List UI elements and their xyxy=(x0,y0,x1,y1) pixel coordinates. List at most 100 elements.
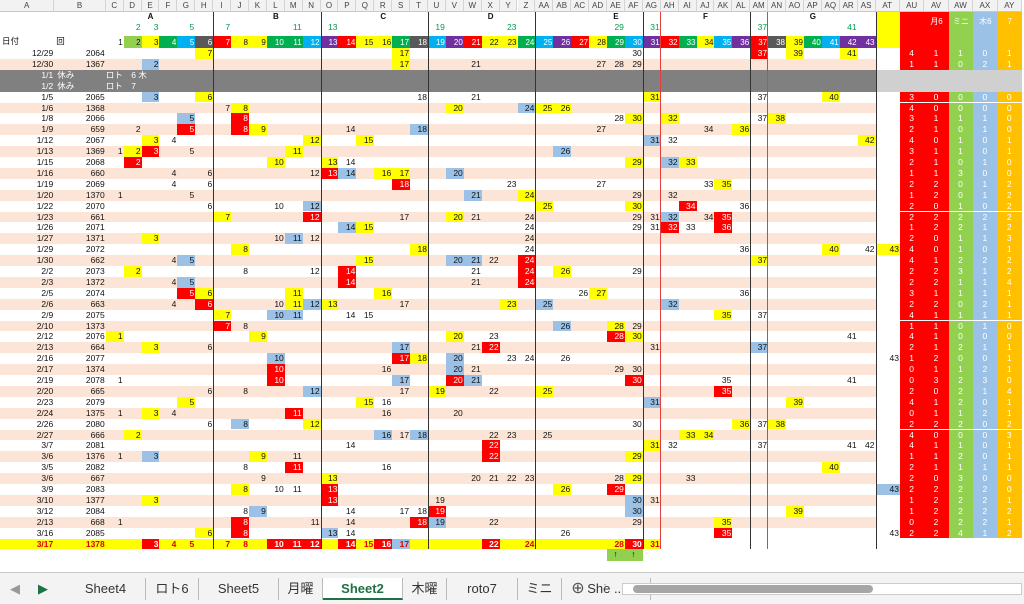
cell-y[interactable]: 23 xyxy=(507,429,517,440)
cell-l[interactable]: 10 xyxy=(266,364,285,375)
cell-au[interactable]: 2 xyxy=(899,342,925,354)
column-header-e[interactable]: E xyxy=(141,0,160,12)
cell-h[interactable]: 6 xyxy=(207,178,213,189)
row-round[interactable]: 660 xyxy=(90,167,105,178)
cell-n[interactable]: 12 xyxy=(302,135,321,147)
cell-aw[interactable]: 1 xyxy=(948,462,974,474)
cell-w[interactable]: 21 xyxy=(463,189,482,201)
cell-aa[interactable]: 25 xyxy=(535,200,554,212)
cell-ax[interactable]: 1 xyxy=(973,189,998,201)
cell-au[interactable]: 4 xyxy=(899,255,925,266)
column-header-r[interactable]: R xyxy=(374,0,393,12)
column-header-an[interactable]: AN xyxy=(768,0,787,12)
cell-j[interactable]: 8 xyxy=(231,124,249,136)
cell-z[interactable]: 24 xyxy=(524,222,535,233)
cell-w[interactable]: 21 xyxy=(463,375,482,386)
cell-ao[interactable]: 39 xyxy=(786,48,804,59)
cell-f[interactable]: 4 xyxy=(171,407,177,418)
cell-ay[interactable]: 1 xyxy=(997,407,1022,419)
cell-j[interactable]: 8 xyxy=(231,527,249,539)
cell-v[interactable]: 20 xyxy=(445,364,464,375)
cell-m[interactable]: 11 xyxy=(292,451,302,462)
scroll-right-icon[interactable]: ▶ xyxy=(38,581,48,596)
cell-s[interactable]: 18 xyxy=(392,178,411,190)
column-header-y[interactable]: Y xyxy=(499,0,518,12)
cell-ae[interactable]: 28 xyxy=(607,320,625,332)
cell-ak[interactable]: 36 xyxy=(714,222,733,234)
cell-u[interactable]: 19 xyxy=(428,516,446,528)
cell-ay[interactable]: 1 xyxy=(997,396,1022,408)
row-round[interactable]: 2072 xyxy=(85,244,105,255)
cell-p[interactable]: 14 xyxy=(345,157,356,167)
row-date[interactable]: 2/5 xyxy=(41,287,54,298)
cell-ab[interactable]: 26 xyxy=(560,353,571,364)
cell-t[interactable]: 18 xyxy=(410,244,428,256)
cell-au[interactable]: 2 xyxy=(899,178,925,190)
cell-au[interactable]: 1 xyxy=(899,451,925,463)
cell-ag[interactable]: 31 xyxy=(650,222,660,233)
cell-aj[interactable]: 33 xyxy=(703,178,714,189)
cell-j[interactable]: 8 xyxy=(231,516,249,528)
cell-k[interactable]: 9 xyxy=(248,451,267,463)
row-date[interactable]: 12/30 xyxy=(31,58,54,69)
cell-ax[interactable]: 0 xyxy=(973,396,998,408)
cell-k[interactable]: 9 xyxy=(248,505,267,517)
cell-ak[interactable]: 35 xyxy=(721,375,732,385)
cell-ax[interactable]: 0 xyxy=(973,353,998,365)
cell-i[interactable]: 7 xyxy=(213,309,232,321)
cell-k[interactable]: 9 xyxy=(248,331,267,343)
cell-aw[interactable]: 0 xyxy=(948,298,974,310)
cell-h[interactable]: 7 xyxy=(195,48,214,59)
sheet-tab-4[interactable]: Sheet2 xyxy=(323,578,403,600)
row-round[interactable]: 1370 xyxy=(85,189,105,200)
cell-af[interactable]: 30 xyxy=(624,538,643,550)
sheet-tab-2[interactable]: Sheet5 xyxy=(199,578,279,600)
cell-af[interactable]: 29 xyxy=(632,516,642,527)
cell-al[interactable]: 36 xyxy=(739,244,750,255)
cell-e[interactable]: 3 xyxy=(141,135,160,147)
cell-i[interactable]: 7 xyxy=(213,320,232,332)
cell-ag[interactable]: 31 xyxy=(642,396,661,408)
cell-l[interactable]: 10 xyxy=(266,353,285,365)
cell-h[interactable]: 6 xyxy=(195,298,214,310)
cell-av[interactable]: 1 xyxy=(924,396,949,408)
cell-ay[interactable]: 1 xyxy=(997,244,1022,256)
cell-aw[interactable]: 1 xyxy=(948,407,974,419)
cell-ax[interactable]: 0 xyxy=(973,451,998,463)
cell-av[interactable]: 1 xyxy=(924,48,949,59)
cell-ae[interactable]: 28 xyxy=(614,538,624,549)
cell-n[interactable]: 12 xyxy=(302,200,321,212)
column-header-ai[interactable]: AI xyxy=(678,0,697,12)
cell-w[interactable]: 21 xyxy=(471,364,481,375)
cell-s[interactable]: 17 xyxy=(392,342,411,354)
row-date[interactable]: 1/9 xyxy=(41,124,54,135)
cell-ay[interactable]: 1 xyxy=(997,494,1022,506)
row-round[interactable]: 1369 xyxy=(85,146,105,157)
cell-s[interactable]: 17 xyxy=(399,505,410,516)
cell-av[interactable]: 1 xyxy=(924,462,949,474)
column-header-ay[interactable]: AY xyxy=(997,0,1022,12)
row-round[interactable]: 2067 xyxy=(85,135,105,146)
cell-u[interactable]: 19 xyxy=(428,385,446,397)
cell-ay[interactable]: 4 xyxy=(997,385,1022,397)
cell-ay[interactable]: 1 xyxy=(997,48,1022,59)
row-round[interactable]: 2068 xyxy=(85,157,105,167)
cell-d[interactable]: 2 xyxy=(123,429,142,441)
cell-ah[interactable]: 32 xyxy=(668,440,678,451)
row-round[interactable]: 1373 xyxy=(85,320,105,331)
row-round[interactable]: 664 xyxy=(90,342,105,353)
cell-av[interactable]: 1 xyxy=(924,255,949,266)
cell-au[interactable]: 2 xyxy=(899,462,925,474)
cell-av[interactable]: 2 xyxy=(924,178,949,190)
cell-au[interactable]: 2 xyxy=(899,157,925,168)
cell-al[interactable]: 36 xyxy=(732,418,751,430)
cell-ax[interactable]: 1 xyxy=(973,222,998,234)
cell-v[interactable]: 20 xyxy=(445,331,464,343)
row-round[interactable]: 1378 xyxy=(85,538,105,549)
cell-ay[interactable]: 2 xyxy=(997,418,1022,430)
cell-aw[interactable]: 1 xyxy=(948,113,974,125)
row-date[interactable]: 2/2 xyxy=(41,266,54,276)
cell-i[interactable]: 7 xyxy=(213,211,232,223)
cell-m[interactable]: 11 xyxy=(284,146,303,157)
cell-ay[interactable]: 1 xyxy=(997,135,1022,147)
